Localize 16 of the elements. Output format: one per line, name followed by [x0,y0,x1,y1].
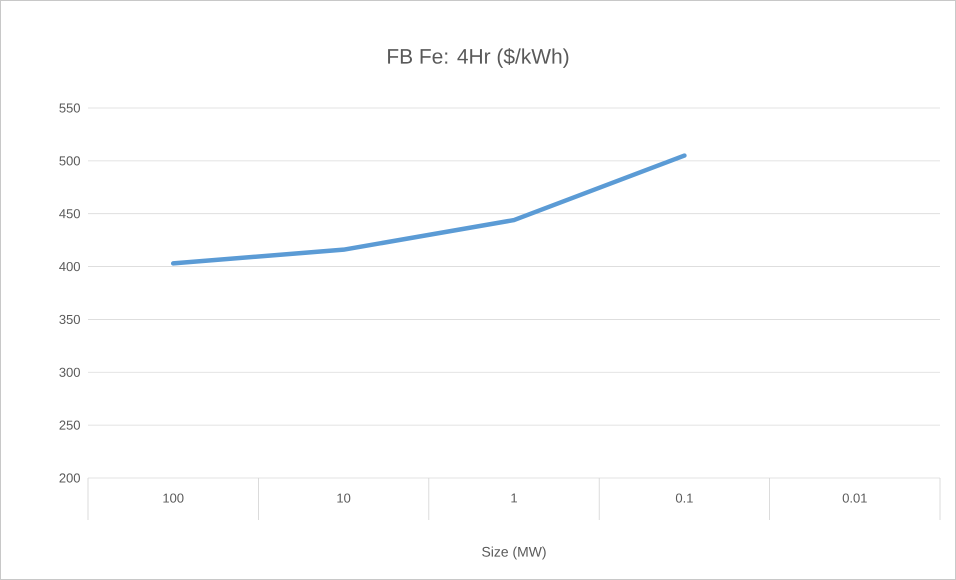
y-tick-label: 250 [60,420,80,430]
x-tick-label: 0.01 [842,494,867,503]
y-tick-label: 500 [59,156,80,166]
chart-title: FB Fe: 4Hr ($/kWh) [388,48,568,68]
x-tick-label: 1 [511,494,517,502]
y-tick-label: 450 [59,209,80,218]
x-axis-title: Size (MW) [482,546,546,560]
y-tick-label: 300 [59,368,80,377]
y-tick-label: 350 [59,314,80,324]
y-tick-label: 200 [60,473,80,483]
line-series [170,153,687,266]
x-tick-label: 10 [337,494,350,503]
y-tick-label: 550 [59,103,80,113]
x-tick-label: 100 [163,494,184,503]
y-tick-label: 400 [59,262,80,272]
x-tick-label: 0.1 [676,494,693,503]
